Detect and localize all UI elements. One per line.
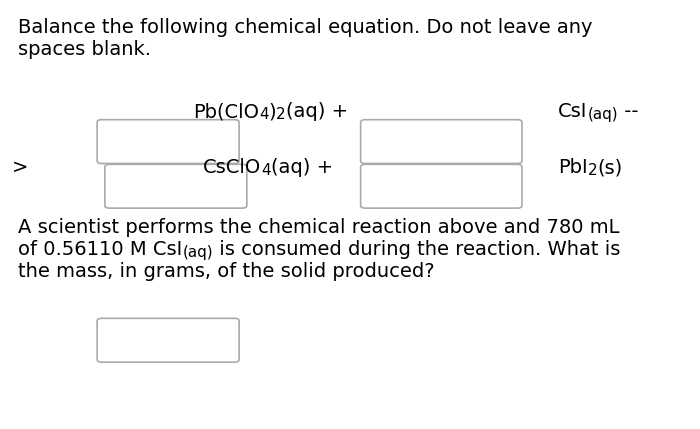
Text: spaces blank.: spaces blank.: [18, 40, 151, 59]
Text: >: >: [12, 158, 29, 177]
Text: 4: 4: [259, 107, 269, 122]
Text: Balance the following chemical equation. Do not leave any: Balance the following chemical equation.…: [18, 18, 592, 37]
FancyBboxPatch shape: [97, 318, 239, 362]
FancyBboxPatch shape: [97, 120, 239, 163]
Text: CsClO: CsClO: [203, 158, 261, 177]
Text: (aq) +: (aq) +: [271, 158, 333, 177]
Text: (s): (s): [597, 158, 622, 177]
Text: 2: 2: [276, 107, 286, 122]
Text: of 0.56110 M CsI: of 0.56110 M CsI: [18, 240, 182, 259]
Text: PbI: PbI: [558, 158, 587, 177]
Text: 4: 4: [261, 163, 271, 178]
Text: is consumed during the reaction. What is: is consumed during the reaction. What is: [213, 240, 620, 259]
Text: Pb(ClO: Pb(ClO: [193, 102, 259, 121]
FancyBboxPatch shape: [105, 164, 247, 208]
Text: (aq): (aq): [182, 245, 213, 260]
Text: (aq): (aq): [587, 107, 618, 122]
Text: CsI: CsI: [558, 102, 587, 121]
Text: A scientist performs the chemical reaction above and 780 mL: A scientist performs the chemical reacti…: [18, 218, 620, 237]
Text: the mass, in grams, of the solid produced?: the mass, in grams, of the solid produce…: [18, 262, 435, 281]
Text: ): ): [269, 102, 276, 121]
Text: 2: 2: [587, 163, 597, 178]
FancyBboxPatch shape: [360, 164, 522, 208]
Text: --: --: [618, 102, 638, 121]
Text: (aq) +: (aq) +: [286, 102, 348, 121]
FancyBboxPatch shape: [360, 120, 522, 163]
